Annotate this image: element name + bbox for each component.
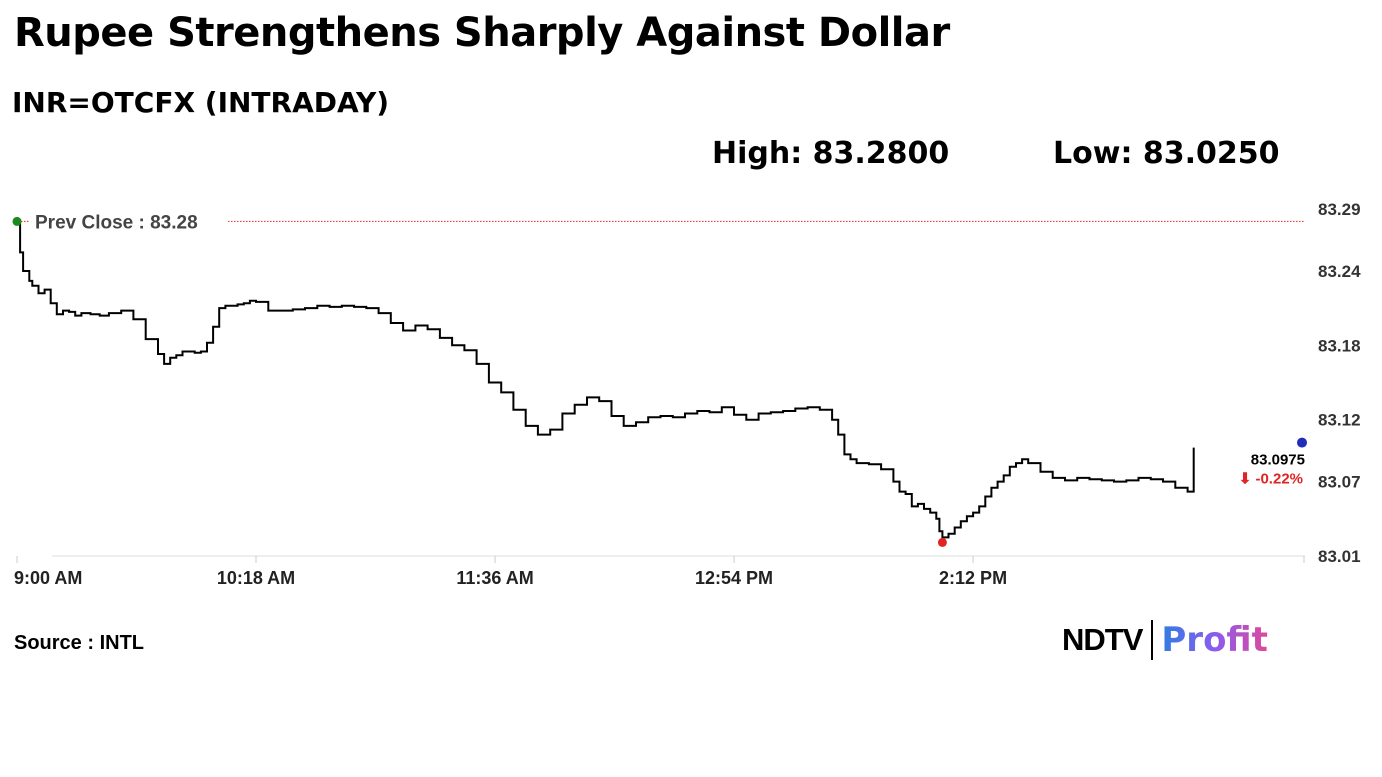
logo-separator	[1151, 620, 1154, 660]
end-marker	[1297, 437, 1307, 448]
prev-close-label-background	[30, 211, 228, 232]
x-tick-label: 2:12 PM	[939, 568, 1007, 588]
logo-ndtv-text: NDTV	[1062, 622, 1143, 657]
y-tick-label: 83.12	[1318, 411, 1361, 430]
y-axis: 83.29 83.24 83.18 83.12 83.07 83.01	[1318, 200, 1361, 566]
y-tick-label: 83.18	[1318, 336, 1361, 355]
x-tick-label: 10:18 AM	[217, 568, 295, 588]
x-tick-label: 9:00 AM	[14, 568, 82, 588]
y-tick-label: 83.29	[1318, 200, 1361, 219]
prev-close-label: Prev Close : 83.28	[35, 212, 198, 233]
x-tick-label: 11:36 AM	[456, 568, 533, 588]
y-tick-label: 83.07	[1318, 473, 1361, 492]
y-tick-label: 83.01	[1318, 547, 1361, 566]
y-tick-label: 83.24	[1318, 262, 1361, 281]
source-label: Source : INTL	[14, 632, 145, 654]
low-marker	[937, 537, 947, 547]
high-stat: High: 83.2800	[712, 136, 950, 171]
last-value-label: 83.0975	[1251, 452, 1305, 469]
logo-profit-text: Profit	[1161, 620, 1268, 660]
x-axis: 9:00 AM 10:18 AM 11:36 AM 12:54 PM 2:12 PM	[14, 556, 1305, 588]
x-tick-label: 12:54 PM	[695, 568, 773, 588]
ndtv-profit-logo: NDTV Profit	[1062, 618, 1268, 662]
low-stat: Low: 83.0250	[1053, 136, 1280, 171]
price-line	[17, 220, 1195, 539]
chart-subtitle: INR=OTCFX (INTRADAY)	[12, 86, 390, 119]
chart-title: Rupee Strengthens Sharply Against Dollar	[14, 10, 950, 56]
start-marker	[12, 216, 22, 226]
last-change-label: ⬇ -0.22%	[1239, 471, 1303, 488]
